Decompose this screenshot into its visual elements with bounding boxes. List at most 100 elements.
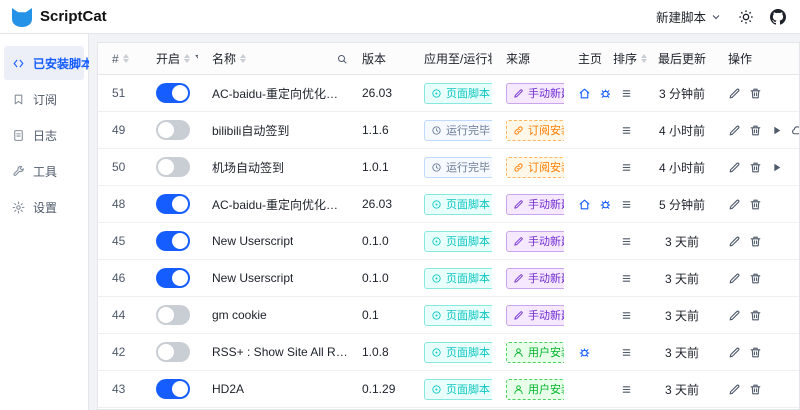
delete-icon[interactable] xyxy=(749,87,762,100)
play-icon[interactable] xyxy=(770,124,783,137)
script-name[interactable]: AC-baidu-重定向优化百度搜狗谷歌... xyxy=(212,197,348,212)
new-script-button[interactable]: 新建脚本 xyxy=(656,7,722,26)
search-icon[interactable] xyxy=(336,53,348,65)
bug-icon[interactable] xyxy=(599,87,610,100)
bug-icon[interactable] xyxy=(578,346,591,359)
script-enable-toggle[interactable] xyxy=(156,342,190,362)
sidebar-item-installed[interactable]: 已安装脚本 xyxy=(4,46,93,80)
drag-handle-icon[interactable] xyxy=(620,235,633,248)
user-source-icon xyxy=(513,384,524,395)
script-enable-toggle[interactable] xyxy=(156,120,190,140)
page-status-icon xyxy=(431,347,442,358)
done-status-icon xyxy=(431,125,442,136)
source-label: 订阅安装 xyxy=(528,162,564,174)
delete-icon[interactable] xyxy=(749,124,762,137)
source-label: 用户安装 xyxy=(528,347,564,359)
user-source-icon xyxy=(513,347,524,358)
delete-icon[interactable] xyxy=(749,383,762,396)
script-source-badge: 用户安装 xyxy=(506,341,564,363)
github-icon[interactable] xyxy=(770,8,786,25)
edit-icon[interactable] xyxy=(728,235,741,248)
script-name[interactable]: New Userscript xyxy=(212,271,294,285)
script-name[interactable]: bilibili自动签到 xyxy=(212,123,290,138)
sort-carets-icon[interactable] xyxy=(641,54,647,63)
sidebar-item-subscribe[interactable]: 订阅 xyxy=(4,82,84,116)
edit-icon[interactable] xyxy=(728,272,741,285)
drag-handle-icon[interactable] xyxy=(620,87,633,100)
sidebar-item-tools[interactable]: 工具 xyxy=(4,154,84,188)
sidebar-item-label: 已安装脚本 xyxy=(33,56,94,71)
script-name[interactable]: gm cookie xyxy=(212,308,267,322)
play-icon[interactable] xyxy=(770,161,783,174)
sort-carets-icon[interactable] xyxy=(184,54,191,63)
column-header-enabled[interactable]: 开启 xyxy=(142,43,198,74)
drag-handle-icon[interactable] xyxy=(620,272,633,285)
table-row: 46 New Userscript 0.1.0 页面脚本 手动新建 3 天前 xyxy=(98,260,799,297)
tools-icon xyxy=(12,165,25,178)
edit-icon[interactable] xyxy=(728,161,741,174)
sidebar-item-logs[interactable]: 日志 xyxy=(4,118,84,152)
sort-carets-icon[interactable] xyxy=(240,54,247,63)
edit-icon[interactable] xyxy=(728,383,741,396)
bookmark-icon xyxy=(12,93,25,106)
subscribe-source-icon xyxy=(513,125,524,136)
script-source-badge: 手动新建 xyxy=(506,193,564,215)
log-icon xyxy=(12,129,25,142)
drag-handle-icon[interactable] xyxy=(620,198,633,211)
sort-carets-icon[interactable] xyxy=(122,54,129,63)
script-name[interactable]: AC-baidu-重定向优化百度搜狗谷歌... xyxy=(212,86,348,101)
delete-icon[interactable] xyxy=(749,198,762,211)
script-enable-toggle[interactable] xyxy=(156,305,190,325)
script-enable-toggle[interactable] xyxy=(156,231,190,251)
script-source-badge: 订阅安装 xyxy=(506,119,564,141)
drag-handle-icon[interactable] xyxy=(620,346,633,359)
script-enable-toggle[interactable] xyxy=(156,268,190,288)
edit-icon[interactable] xyxy=(728,346,741,359)
script-enable-toggle[interactable] xyxy=(156,157,190,177)
script-enable-toggle[interactable] xyxy=(156,379,190,399)
delete-icon[interactable] xyxy=(749,161,762,174)
delete-icon[interactable] xyxy=(749,272,762,285)
drag-handle-icon[interactable] xyxy=(620,383,633,396)
script-enable-toggle[interactable] xyxy=(156,194,190,214)
manual-source-icon xyxy=(513,88,524,99)
script-version: 26.03 xyxy=(362,197,393,211)
sidebar-item-settings[interactable]: 设置 xyxy=(4,190,84,224)
delete-icon[interactable] xyxy=(749,309,762,322)
column-label: # xyxy=(112,51,119,66)
sidebar-menu: 已安装脚本订阅 日志工具设置 xyxy=(0,46,93,224)
edit-icon[interactable] xyxy=(728,198,741,211)
column-header-name[interactable]: 名称 xyxy=(198,43,348,74)
drag-handle-icon[interactable] xyxy=(620,309,633,322)
bug-icon[interactable] xyxy=(599,198,610,211)
script-name[interactable]: RSS+ : Show Site All RSS xyxy=(212,345,348,359)
script-version: 0.1 xyxy=(362,308,379,322)
script-source-badge: 用户安装 xyxy=(506,378,564,400)
delete-icon[interactable] xyxy=(749,235,762,248)
table-row: 42 RSS+ : Show Site All RSS 1.0.8 页面脚本 用户安装 3… xyxy=(98,334,799,371)
manual-source-icon xyxy=(513,310,524,321)
status-label: 页面脚本 xyxy=(446,199,490,211)
script-enable-toggle[interactable] xyxy=(156,83,190,103)
script-status-badge: 页面脚本 xyxy=(424,378,492,400)
script-name[interactable]: New Userscript xyxy=(212,234,294,248)
drag-handle-icon[interactable] xyxy=(620,161,633,174)
table-row: 44 gm cookie 0.1 页面脚本 手动新建 3 天前 xyxy=(98,297,799,334)
delete-icon[interactable] xyxy=(749,346,762,359)
script-name[interactable]: 机场自动签到 xyxy=(212,160,285,175)
column-header-sort[interactable]: 排序 xyxy=(610,43,650,74)
column-header-num[interactable]: # xyxy=(98,43,142,74)
column-header-source: 来源 xyxy=(492,43,564,74)
edit-icon[interactable] xyxy=(728,309,741,322)
edit-icon[interactable] xyxy=(728,124,741,137)
drag-handle-icon[interactable] xyxy=(620,124,633,137)
theme-toggle-sun-icon[interactable] xyxy=(738,9,754,25)
sidebar-item-label: 工具 xyxy=(33,164,58,179)
cloud-upload-icon[interactable] xyxy=(791,124,799,137)
done-status-icon xyxy=(431,162,442,173)
home-icon[interactable] xyxy=(578,198,591,211)
script-name[interactable]: HD2A xyxy=(212,382,245,396)
home-icon[interactable] xyxy=(578,87,591,100)
edit-icon[interactable] xyxy=(728,87,741,100)
